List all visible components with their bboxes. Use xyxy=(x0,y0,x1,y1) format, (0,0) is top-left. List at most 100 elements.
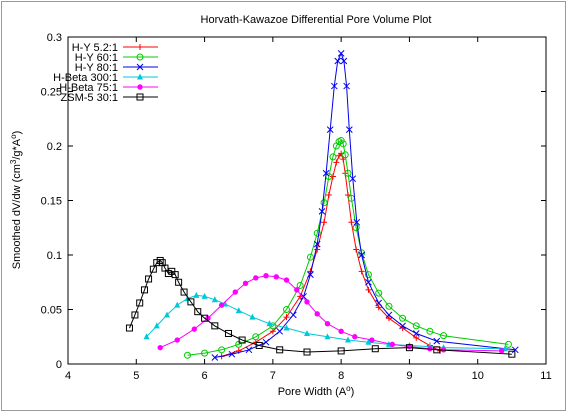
series-line xyxy=(214,52,516,358)
x-tick-label: 9 xyxy=(406,370,412,382)
x-tick-label: 11 xyxy=(540,370,551,382)
data-point xyxy=(412,330,420,337)
data-point xyxy=(300,293,307,300)
data-point xyxy=(405,344,413,352)
data-point xyxy=(426,327,434,335)
data-point xyxy=(143,333,150,340)
data-point xyxy=(187,298,195,306)
data-point xyxy=(413,334,420,341)
y-tick-label: 0.15 xyxy=(41,196,62,208)
data-point xyxy=(201,292,208,299)
y-tick-label: 0.05 xyxy=(41,305,62,317)
data-point xyxy=(211,296,218,303)
data-point xyxy=(375,299,383,307)
data-point xyxy=(262,338,270,346)
series-h-y-60-1 xyxy=(184,137,512,359)
data-point xyxy=(399,322,406,330)
legend-label: H-Y 5.2:1 xyxy=(72,42,118,54)
series-zsm-5-30-1 xyxy=(125,256,516,358)
data-point xyxy=(427,346,433,352)
data-point xyxy=(304,299,310,305)
data-point xyxy=(329,173,336,180)
data-point xyxy=(255,341,263,349)
data-point xyxy=(164,311,171,318)
data-point xyxy=(345,126,353,134)
data-point xyxy=(341,151,349,159)
data-point xyxy=(498,348,505,354)
data-point xyxy=(235,307,242,314)
y-tick-label: 0.3 xyxy=(47,32,62,44)
y-tick-label: 0.1 xyxy=(47,250,62,262)
data-point xyxy=(364,271,372,279)
data-point xyxy=(276,327,284,335)
series-line xyxy=(187,139,509,356)
data-point xyxy=(252,333,260,341)
data-point xyxy=(201,314,209,322)
data-point xyxy=(211,354,219,361)
data-point xyxy=(273,274,279,280)
data-point xyxy=(314,246,321,253)
data-point xyxy=(232,289,238,295)
data-point xyxy=(365,278,372,286)
series-h-y-5-2-1 xyxy=(218,150,444,360)
data-point xyxy=(324,320,331,327)
data-point xyxy=(125,324,133,332)
x-tick-label: 5 xyxy=(133,370,139,382)
data-point xyxy=(358,251,365,259)
data-point xyxy=(352,334,358,340)
data-point xyxy=(153,322,160,329)
x-tick-label: 6 xyxy=(202,370,208,382)
data-point xyxy=(337,347,345,355)
data-point xyxy=(296,282,304,290)
x-tick-label: 4 xyxy=(65,370,71,382)
x-axis-label: Pore Width (Ao) xyxy=(278,384,355,398)
data-point xyxy=(314,311,320,317)
data-point xyxy=(211,322,219,330)
y-axis-label: Smoothed dV/dw (cm3/g*Ao) xyxy=(9,131,23,270)
data-point xyxy=(326,126,334,134)
data-point xyxy=(283,324,290,331)
data-point xyxy=(156,256,164,264)
data-point xyxy=(303,348,311,356)
data-point xyxy=(194,308,202,316)
data-point xyxy=(504,340,512,348)
data-point xyxy=(245,346,253,354)
data-point xyxy=(263,273,269,279)
data-point xyxy=(344,169,352,177)
data-point xyxy=(145,275,153,283)
data-point xyxy=(334,57,342,65)
data-point xyxy=(238,336,246,344)
data-point xyxy=(283,314,290,321)
data-point xyxy=(352,224,360,232)
data-point xyxy=(313,240,321,248)
series-h-y-80-1 xyxy=(211,49,519,361)
data-point xyxy=(353,218,361,226)
data-point xyxy=(324,333,331,340)
legend-label: H-Beta 300:1 xyxy=(53,72,118,84)
data-point xyxy=(385,302,393,310)
data-point xyxy=(349,175,357,183)
x-tick-label: 8 xyxy=(338,370,344,382)
legend-swatch-marker xyxy=(137,73,143,80)
data-point xyxy=(399,314,407,322)
data-point xyxy=(218,346,226,354)
legend-swatch-marker xyxy=(136,53,144,61)
y-tick-label: 0 xyxy=(56,359,62,371)
series-line xyxy=(129,259,512,355)
y-tick-label: 0.25 xyxy=(41,87,62,99)
data-point xyxy=(343,82,350,90)
data-point xyxy=(175,278,183,286)
data-point xyxy=(321,219,328,226)
y-tick-label: 0.2 xyxy=(47,141,62,153)
data-point xyxy=(131,311,139,319)
data-point xyxy=(385,311,393,319)
legend-swatch-marker xyxy=(137,44,143,50)
data-point xyxy=(337,49,345,57)
data-point xyxy=(313,229,321,237)
data-point xyxy=(191,326,198,332)
legend-swatch-marker xyxy=(136,63,144,71)
data-point xyxy=(340,57,348,65)
chart-title: Horvath-Kawazoe Differential Pore Volume… xyxy=(201,14,432,26)
data-point xyxy=(318,208,326,215)
